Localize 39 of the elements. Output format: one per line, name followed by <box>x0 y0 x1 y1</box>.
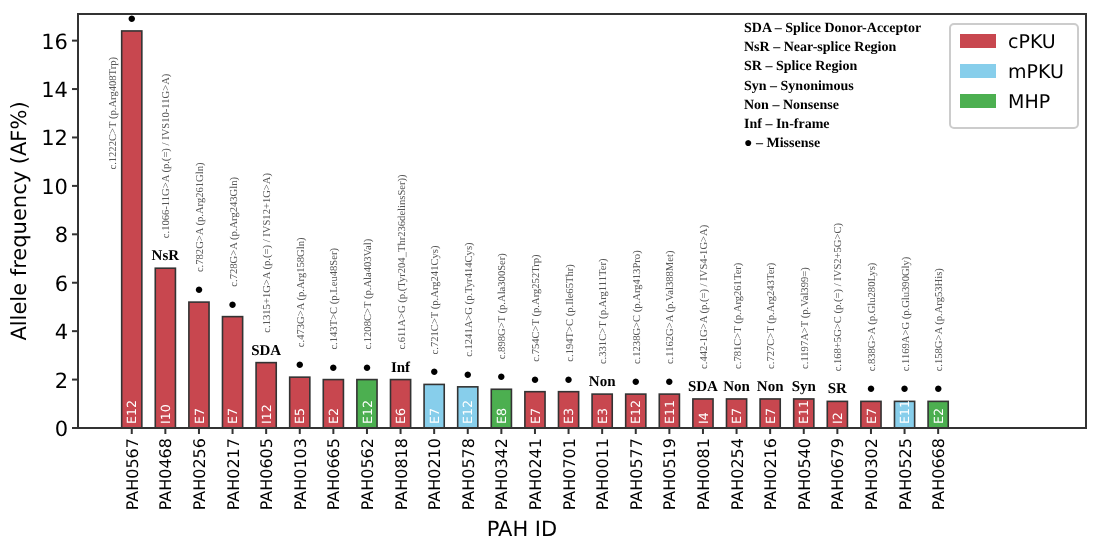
x-tick-label: PAH0519 <box>661 438 680 511</box>
x-tick-label: PAH0103 <box>291 438 310 511</box>
legend-label: MHP <box>1008 92 1051 114</box>
x-tick-label: PAH0567 <box>123 438 142 511</box>
x-tick-label: PAH0254 <box>728 438 747 511</box>
x-tick-label: PAH0217 <box>224 438 243 511</box>
legend-label: cPKU <box>1008 32 1056 54</box>
x-tick-label: PAH0241 <box>526 438 545 511</box>
y-tick-label: 10 <box>41 175 68 200</box>
x-tick-label: PAH0668 <box>930 438 949 511</box>
x-tick-label: PAH0665 <box>325 438 344 511</box>
x-tick-label: PAH0081 <box>694 438 713 511</box>
y-tick-label: 14 <box>41 79 69 104</box>
x-tick-label: PAH0540 <box>795 438 814 511</box>
x-tick-label: PAH0525 <box>896 438 915 511</box>
y-tick-label: 6 <box>54 272 69 297</box>
y-tick-label: 0 <box>54 418 68 442</box>
x-tick-label: PAH0562 <box>358 438 377 511</box>
x-tick-label: PAH0679 <box>829 438 848 511</box>
legend-label: mPKU <box>1008 62 1064 84</box>
x-tick-label: PAH0605 <box>258 438 277 511</box>
x-axis-title: PAH ID <box>486 518 558 542</box>
x-tick-label: PAH0577 <box>627 438 646 511</box>
x-tick-label: PAH0468 <box>157 438 176 511</box>
x-tick-label: PAH0342 <box>493 438 512 511</box>
y-tick-label: 2 <box>54 369 68 394</box>
x-tick-label: PAH0818 <box>392 438 411 511</box>
x-tick-label: PAH0210 <box>426 438 445 511</box>
y-tick-label: 12 <box>41 127 68 152</box>
y-tick-label: 4 <box>54 321 69 346</box>
y-tick-label: 16 <box>41 30 69 55</box>
x-tick-label: PAH0578 <box>459 438 478 511</box>
x-tick-label: PAH0701 <box>560 438 579 511</box>
x-tick-label: PAH0011 <box>594 438 613 511</box>
y-axis-title: Allele frequency (AF%) <box>8 101 32 341</box>
x-tick-label: PAH0256 <box>190 438 209 511</box>
x-tick-label: PAH0302 <box>862 438 881 511</box>
x-tick-label: PAH0216 <box>762 438 781 511</box>
y-tick-label: 8 <box>54 224 68 249</box>
